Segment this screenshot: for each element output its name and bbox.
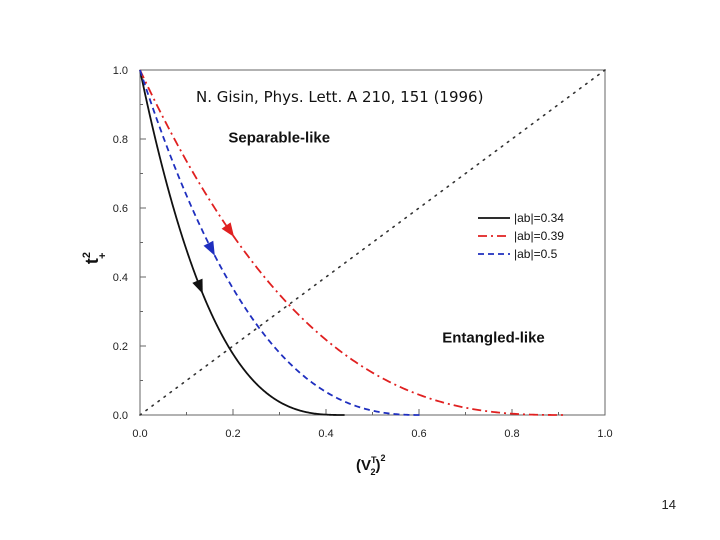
legend: |ab|=0.34 |ab|=0.39 |ab|=0.5: [478, 211, 564, 261]
series-line-1: [139, 69, 564, 416]
series-arrow-2: [203, 240, 215, 256]
page-number: 14: [661, 497, 676, 512]
series-arrow-0: [192, 278, 203, 294]
region-label-entangled: Entangled-like: [442, 330, 545, 347]
y-axis-label-base: t: [82, 258, 102, 264]
y-tick-labels: 0.0 0.2 0.4 0.6 0.8 1.0: [113, 65, 128, 422]
y-tick-label: 1.0: [113, 65, 128, 77]
x-axis-label-sup: T: [371, 455, 377, 465]
y-axis-label-sup: 2: [81, 252, 93, 258]
x-tick-label: 0.6: [411, 428, 426, 440]
y-tick-label: 0.0: [113, 410, 128, 422]
y-tick-label: 0.6: [113, 203, 128, 215]
x-tick-labels: 0.0 0.2 0.4 0.6 0.8 1.0: [132, 428, 612, 440]
x-axis-label-base: (V: [356, 457, 371, 474]
series-line-0: [139, 69, 345, 416]
series-group: [139, 69, 564, 416]
y-axis-label: t2 +: [81, 252, 109, 264]
x-axis-label-power: 2: [381, 453, 386, 463]
x-axis-label-sub: 2: [371, 467, 376, 477]
x-tick-label: 0.4: [318, 428, 333, 440]
x-tick-label: 1.0: [597, 428, 612, 440]
citation-annotation: N. Gisin, Phys. Lett. A 210, 151 (1996): [196, 88, 483, 106]
x-tick-label: 0.8: [504, 428, 519, 440]
legend-entry-2: |ab|=0.5: [514, 247, 558, 261]
legend-entry-0: |ab|=0.34: [514, 211, 564, 225]
series-line-2: [139, 69, 422, 416]
x-tick-label: 0.2: [225, 428, 240, 440]
y-tick-label: 0.2: [113, 341, 128, 353]
series-arrow-1: [221, 222, 235, 238]
svg-text:t2+: t2 +: [81, 252, 109, 264]
region-label-separable: Separable-like: [228, 129, 330, 146]
legend-entry-1: |ab|=0.39: [514, 229, 564, 243]
x-axis-label: (VT 2)2: [356, 453, 386, 477]
y-axis-label-sub: +: [97, 253, 109, 259]
x-axis-label-close: ): [376, 457, 381, 474]
y-tick-label: 0.8: [113, 134, 128, 146]
y-tick-label: 0.4: [113, 272, 128, 284]
x-tick-label: 0.0: [132, 428, 147, 440]
